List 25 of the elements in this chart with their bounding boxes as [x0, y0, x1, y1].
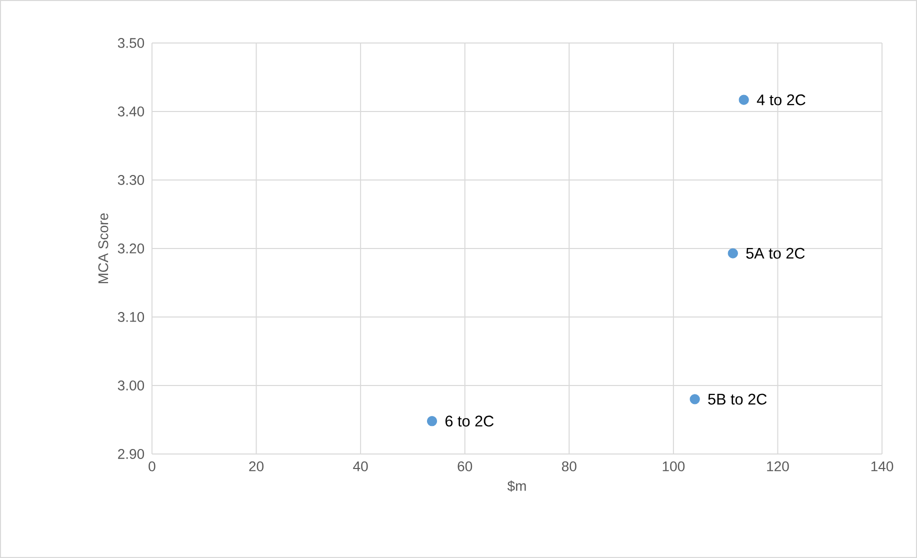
- x-tick-label: 100: [662, 461, 685, 472]
- y-tick-label: 3.40: [118, 106, 144, 116]
- y-tick-label: 3.50: [118, 38, 144, 48]
- x-tick-label: 0: [148, 461, 156, 472]
- y-tick-label: 2.90: [118, 449, 144, 459]
- x-tick-label: 80: [562, 461, 576, 472]
- x-tick-label: 60: [458, 461, 472, 472]
- y-tick-label: 3.10: [118, 312, 144, 322]
- x-tick-label: 140: [871, 461, 894, 472]
- x-tick-label: 20: [249, 461, 264, 472]
- annotation: 6 to 2C: [445, 416, 494, 427]
- point: [426, 416, 438, 426]
- y-tick-label: 3.20: [118, 244, 144, 254]
- point: [738, 94, 749, 105]
- annotation: 4 to 2C: [756, 94, 806, 106]
- annotation: 5B to 2C: [708, 394, 767, 405]
- y-tick-label: 3.00: [118, 380, 144, 390]
- point: [690, 394, 700, 404]
- y-tick-label: 3.30: [118, 175, 144, 185]
- x-tick-label: 40: [353, 461, 368, 472]
- point: [728, 248, 738, 258]
- x-tick-label: 120: [767, 461, 789, 472]
- x-axis-title: $m: [507, 480, 526, 492]
- y-axis-title: MCA Score: [98, 213, 108, 284]
- annotation: 5A to 2C: [746, 248, 805, 259]
